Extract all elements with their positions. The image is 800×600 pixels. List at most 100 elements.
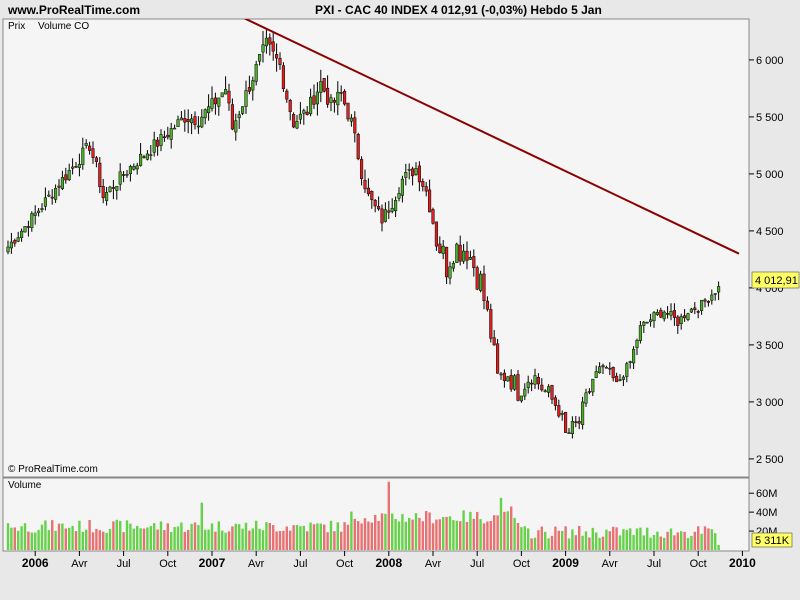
volume-bar xyxy=(513,517,516,550)
candle-body xyxy=(581,401,585,425)
candle-body xyxy=(115,185,119,191)
candle-body xyxy=(509,375,513,390)
candle-body xyxy=(489,309,493,339)
candle-body xyxy=(560,413,564,415)
time-tick-label: Oct xyxy=(336,558,353,570)
candle-body xyxy=(557,405,561,417)
volume-bar xyxy=(391,513,394,550)
candle-body xyxy=(550,384,554,400)
volume-bar xyxy=(622,529,625,550)
candle-body xyxy=(173,127,177,130)
time-tick-label: Jul xyxy=(470,558,484,570)
volume-bar xyxy=(214,531,217,550)
volume-bar xyxy=(340,531,343,550)
volume-bar xyxy=(452,520,455,550)
candle-body xyxy=(652,312,656,322)
volume-bar xyxy=(374,514,377,550)
time-tick-label: Avr xyxy=(425,558,442,570)
tab-prix[interactable]: Prix xyxy=(8,21,25,32)
candle-body xyxy=(472,256,476,269)
volume-bar xyxy=(659,536,662,550)
volume-bar xyxy=(550,535,554,550)
volume-bar xyxy=(207,529,210,550)
volume-bar xyxy=(282,530,285,550)
candle-body xyxy=(196,125,200,128)
candle-body xyxy=(193,116,197,126)
candle-body xyxy=(451,263,455,269)
volume-bar xyxy=(125,520,129,550)
time-tick-label: Avr xyxy=(248,558,265,570)
chart-title: PXI - CAC 40 INDEX 4 012,91 (-0,03%) Heb… xyxy=(315,3,602,17)
candle-body xyxy=(336,91,340,106)
volume-bar xyxy=(414,513,418,550)
volume-bar xyxy=(503,511,506,550)
candle-body xyxy=(244,90,248,107)
volume-tick-label: 40M xyxy=(756,507,777,519)
candle-body xyxy=(64,174,68,181)
resistance-trendline xyxy=(243,19,740,255)
volume-bar xyxy=(91,532,95,550)
volume-bar xyxy=(394,518,397,550)
volume-bar xyxy=(210,523,214,550)
volume-bar xyxy=(268,523,271,550)
volume-bar xyxy=(615,527,618,550)
candle-body xyxy=(152,139,156,153)
candle-body xyxy=(271,41,275,52)
candle-body xyxy=(142,156,146,158)
volume-bar xyxy=(404,521,407,550)
candle-body xyxy=(234,120,238,133)
volume-bar xyxy=(465,521,469,550)
volume-bar xyxy=(700,533,703,550)
candle-body xyxy=(122,174,126,176)
candle-body xyxy=(394,199,398,212)
time-tick-label: Oct xyxy=(690,558,707,570)
volume-bar xyxy=(595,532,598,550)
candle-body xyxy=(356,133,360,160)
volume-bar xyxy=(238,524,241,550)
time-tick-label: 2007 xyxy=(199,556,226,570)
volume-bar xyxy=(241,528,244,550)
time-tick-label: 2009 xyxy=(552,556,579,570)
volume-bar xyxy=(605,529,608,550)
candle-body xyxy=(672,310,676,318)
volume-bar xyxy=(163,529,166,550)
last-price-tag: 4 012,91 xyxy=(751,271,800,289)
candle-body xyxy=(91,148,95,158)
candle-body xyxy=(608,367,612,370)
candle-body xyxy=(166,134,170,138)
volume-bar xyxy=(285,526,288,550)
candle-body xyxy=(101,186,105,199)
candle-body xyxy=(390,207,394,212)
tab-volume-co[interactable]: Volume CO xyxy=(38,21,89,32)
volume-bar xyxy=(333,531,336,550)
candle-body xyxy=(377,206,381,210)
candle-body xyxy=(465,250,469,261)
volume-bar xyxy=(666,531,669,550)
candle-body xyxy=(43,197,47,207)
volume-bar xyxy=(85,529,88,550)
volume-panel-label: Volume xyxy=(8,480,42,491)
volume-bar xyxy=(421,521,424,550)
candle-body xyxy=(23,226,27,233)
volume-bar xyxy=(598,537,601,550)
volume-bar xyxy=(625,529,628,550)
candle-body xyxy=(9,241,13,249)
price-tick-label: 5 000 xyxy=(756,169,784,181)
volume-bar xyxy=(649,537,652,550)
volume-bar xyxy=(272,525,275,550)
volume-bar xyxy=(30,532,33,550)
candle-body xyxy=(424,186,428,192)
candle-body xyxy=(502,372,506,381)
volume-bars-group xyxy=(6,481,720,550)
candle-body xyxy=(448,266,452,279)
candle-body xyxy=(431,209,435,224)
volume-bar xyxy=(57,523,61,550)
volume-bar xyxy=(578,525,581,550)
candle-body xyxy=(553,397,557,406)
candle-body xyxy=(628,361,632,363)
volume-bar xyxy=(455,520,458,550)
volume-bar xyxy=(329,520,333,550)
candle-body xyxy=(543,390,547,392)
candle-body xyxy=(33,212,37,216)
candle-body xyxy=(16,237,20,242)
